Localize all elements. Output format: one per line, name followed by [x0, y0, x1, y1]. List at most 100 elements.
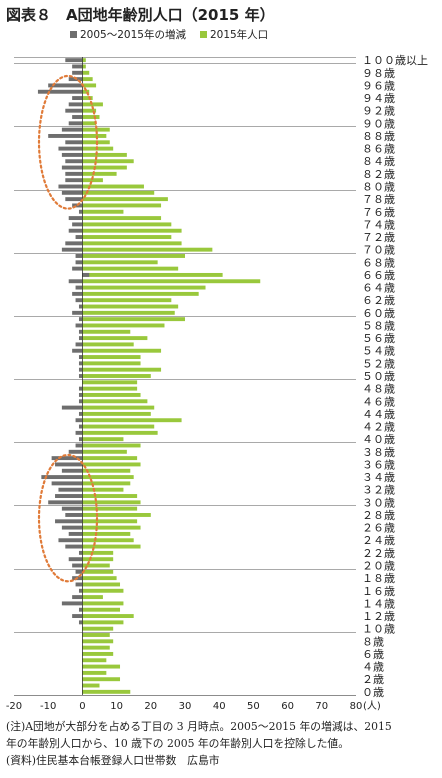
bar-change-age-73	[68, 228, 83, 233]
bar-change-age-23	[65, 544, 83, 549]
x-tick-label: 30	[179, 701, 192, 712]
bar-population-age-16	[82, 588, 124, 593]
bar-change-age-33	[51, 481, 83, 486]
x-tick-label: 60	[281, 701, 294, 712]
bar-change-age-26	[61, 525, 83, 530]
x-tick-label: 0	[79, 701, 85, 712]
bar-change-age-80	[58, 184, 83, 189]
bar-change-age-99	[72, 64, 83, 69]
bar-change-age-88	[48, 134, 83, 138]
bar-change-age-51	[78, 367, 83, 372]
bar-change-age-54	[72, 348, 83, 353]
bar-change-age-14	[61, 601, 83, 606]
bar-population-age-71	[82, 241, 182, 246]
y-tick-label-age-18: １８歳	[362, 572, 395, 585]
annotation-ellipse-2	[37, 453, 99, 583]
bar-change-age-52	[78, 361, 83, 366]
bar-population-age-18	[82, 576, 117, 581]
x-tick-label: 80	[350, 701, 363, 712]
bar-change-age-59	[78, 317, 83, 322]
bar-change-age-31	[55, 494, 83, 498]
bar-change-age-82	[65, 171, 83, 176]
bar-change-age-83	[61, 165, 83, 170]
bar-population-age-57	[82, 329, 131, 334]
bar-population-age-42	[82, 424, 155, 429]
bar-change-age-60	[72, 310, 83, 315]
bar-population-age-95	[82, 89, 90, 94]
bar-population-age-98	[82, 70, 90, 75]
legend-item-population: 2015年人口	[199, 27, 268, 42]
y-tick-label-age-4: ４歳	[362, 661, 384, 674]
y-tick-label-age-34: ３４歳	[362, 471, 395, 484]
y-tick-label-age-22: ２２歳	[362, 547, 395, 560]
bar-population-age-69	[82, 254, 185, 258]
bar-population-age-79	[82, 190, 155, 195]
bar-population-age-35	[82, 468, 131, 473]
bar-population-age-6	[82, 651, 114, 656]
y-tick-label-age-12: １２歳	[362, 610, 395, 623]
bar-population-age-29	[82, 506, 138, 511]
y-tick-label-age-58: ５８歳	[362, 319, 395, 332]
bar-change-age-35	[61, 468, 83, 473]
bar-population-age-13	[82, 607, 121, 612]
y-tick-label-age-60: ６０歳	[362, 307, 395, 320]
bar-population-age-39	[82, 443, 141, 448]
y-tick-label-age-70: ７０歳	[362, 244, 395, 257]
x-tick-label: 50	[247, 701, 260, 712]
bar-population-age-64	[82, 285, 206, 290]
bar-change-age-100	[65, 58, 83, 63]
bar-change-age-72	[75, 235, 83, 239]
y-tick-label-age-26: ２６歳	[362, 522, 395, 535]
y-tick-label-age-66: ６６歳	[362, 269, 395, 282]
bar-population-age-48	[82, 386, 138, 391]
bar-population-age-31	[82, 494, 138, 498]
bar-change-age-30	[48, 500, 83, 505]
legend-swatch-change	[70, 31, 77, 38]
bar-population-age-83	[82, 165, 127, 170]
y-tick-label-age-78: ７８歳	[362, 193, 395, 206]
bar-change-age-76	[78, 209, 83, 214]
bar-population-age-36	[82, 462, 141, 467]
bar-population-age-33	[82, 481, 131, 486]
bar-change-age-29	[61, 506, 83, 511]
x-tick-label: 10	[110, 701, 123, 712]
bar-population-age-99	[82, 64, 86, 69]
population-chart: -20 -10 0 10 20 30 40 50 60 70 80 (人)０歳２歳４歳６歳８歳１０歳１…	[6, 54, 428, 712]
bar-change-age-34	[41, 475, 83, 480]
y-tick-label-age-96: ９６歳	[362, 79, 395, 92]
note-line-3: (資料)住民基本台帳登録人口世帯数 広島市	[6, 754, 220, 767]
y-tick-label-age-88: ８８歳	[362, 130, 395, 143]
y-tick-label-age-24: ２４歳	[362, 534, 395, 547]
bar-population-age-60	[82, 310, 175, 315]
bar-change-age-84	[65, 159, 83, 164]
bar-population-age-88	[82, 134, 107, 138]
bar-change-age-17	[75, 582, 83, 587]
x-tick-label: -10	[40, 701, 56, 712]
bar-population-age-11	[82, 620, 124, 625]
bar-change-age-39	[75, 443, 83, 448]
y-tick-label-age-82: ８２歳	[362, 168, 395, 181]
bar-change-age-37	[51, 456, 83, 461]
bar-change-age-70	[61, 247, 83, 252]
bar-change-age-67	[72, 266, 83, 271]
bar-change-age-64	[75, 285, 83, 290]
bar-change-age-46	[78, 399, 83, 404]
bar-change-age-74	[72, 222, 83, 227]
bar-population-age-22	[82, 550, 114, 555]
bar-population-age-94	[82, 96, 93, 101]
bar-change-age-25	[68, 531, 83, 536]
y-tick-label-age-72: ７２歳	[362, 231, 395, 244]
bar-population-age-30	[82, 500, 141, 505]
bar-population-age-49	[82, 380, 138, 385]
y-tick-label-age-76: ７６歳	[362, 206, 395, 219]
bar-change-age-21	[68, 557, 83, 562]
note-line-2: 年の年齢別人口から、10 歳下の 2005 年の年齢別人口を控除した値。	[6, 737, 350, 750]
bar-change-age-24	[58, 538, 83, 543]
y-tick-label-age-74: ７４歳	[362, 218, 395, 231]
y-tick-label-age-84: ８４歳	[362, 155, 395, 168]
bar-population-age-38	[82, 449, 127, 454]
bar-change-age-66	[82, 272, 90, 277]
chart-notes: (注)A団地が大部分を占める丁目の 3 月時点。2005～2015 年の増減は、…	[6, 718, 438, 769]
bar-population-age-58	[82, 323, 165, 328]
bar-population-age-55	[82, 342, 134, 347]
